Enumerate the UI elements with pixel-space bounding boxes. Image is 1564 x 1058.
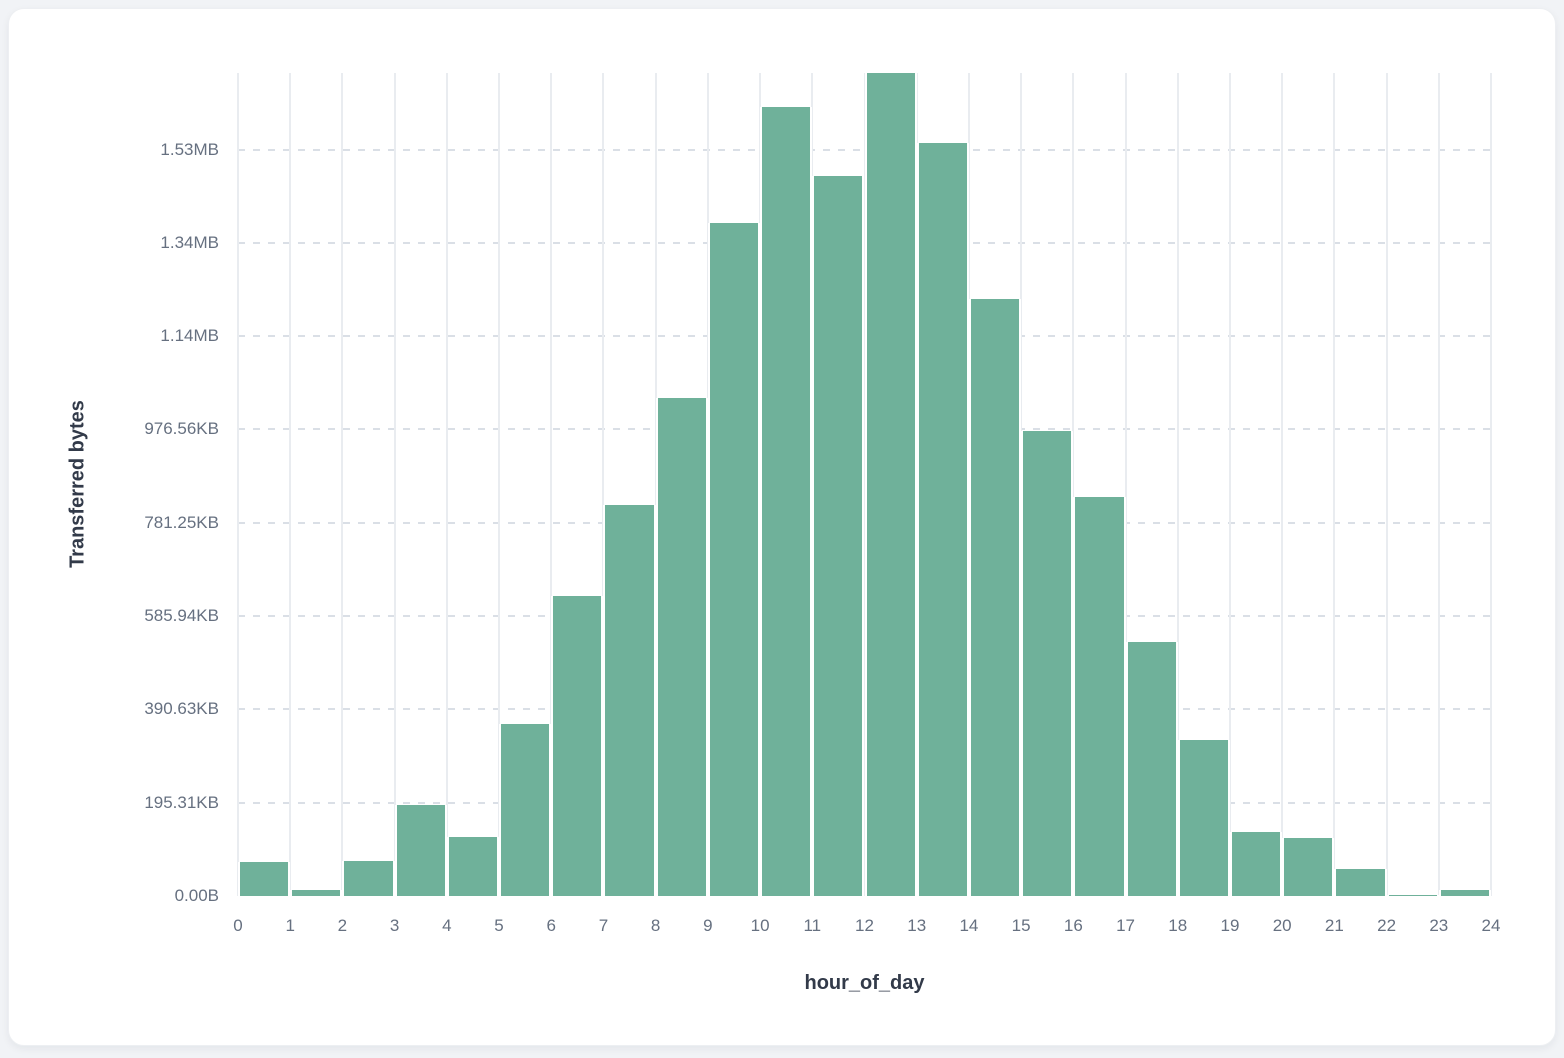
x-tick-label: 24	[1481, 916, 1501, 935]
y-tick-label: 781.25KB	[144, 512, 219, 532]
x-tick-label: 3	[389, 916, 400, 935]
x-tick-label: 9	[703, 916, 713, 935]
x-tick-label: 17	[1116, 916, 1135, 935]
x-tick-label: 5	[494, 916, 504, 935]
bar-hour-0[interactable]	[238, 862, 291, 896]
v-gridline	[1333, 73, 1336, 896]
v-gridline	[550, 73, 553, 896]
v-gridline	[393, 73, 396, 896]
bar-hour-2[interactable]	[342, 860, 395, 896]
y-tick-label: 195.31KB	[144, 792, 219, 812]
x-tick-label: 19	[1220, 916, 1240, 935]
v-gridline	[445, 73, 448, 896]
bar-hour-3[interactable]	[394, 805, 447, 896]
bar-hour-22[interactable]	[1386, 894, 1439, 896]
chart-card: Transferred bytes hour_of_day 0.00B 195.3…	[8, 8, 1556, 1046]
x-tick-label: 18	[1168, 916, 1188, 935]
v-gridline	[1176, 73, 1179, 896]
bar-hour-5[interactable]	[499, 723, 552, 896]
y-tick-label: 1.14MB	[160, 326, 219, 346]
x-tick-label: 8	[650, 916, 661, 935]
v-gridline	[1437, 73, 1440, 896]
bar-hour-14[interactable]	[968, 298, 1022, 896]
v-gridline	[1385, 73, 1388, 896]
x-tick-label: 16	[1063, 916, 1083, 935]
x-tick-label: 10	[750, 916, 770, 935]
v-gridline	[1124, 73, 1127, 896]
bar-hour-16[interactable]	[1073, 496, 1126, 896]
x-tick-label: 22	[1377, 916, 1397, 935]
plot-area	[237, 73, 1492, 896]
v-gridline	[289, 73, 292, 896]
x-tick-label: 6	[546, 916, 556, 935]
x-tick-label: 14	[959, 916, 979, 935]
v-gridline	[498, 73, 501, 896]
x-tick-label: 11	[803, 916, 822, 935]
x-tick-label: 23	[1429, 916, 1449, 935]
y-tick-label: 1.53MB	[160, 139, 219, 159]
x-tick-label: 1	[285, 916, 295, 935]
bar-hour-18[interactable]	[1177, 740, 1230, 896]
bar-hour-12[interactable]	[864, 73, 917, 896]
bar-hour-6[interactable]	[551, 596, 604, 896]
bar-hour-20[interactable]	[1282, 838, 1335, 896]
x-tick-label: 13	[907, 916, 927, 935]
bar-hour-23[interactable]	[1438, 889, 1491, 896]
bar-hour-11[interactable]	[812, 175, 865, 896]
bar-hour-15[interactable]	[1021, 430, 1074, 896]
y-tick-label: 0.00B	[174, 886, 219, 905]
v-gridline	[1490, 73, 1492, 896]
bar-hour-7[interactable]	[603, 505, 656, 896]
y-tick-label: 390.63KB	[144, 699, 219, 719]
x-tick-label: 7	[598, 916, 609, 935]
v-gridline	[602, 73, 605, 896]
bar-hour-19[interactable]	[1229, 831, 1283, 896]
bar-hour-9[interactable]	[707, 222, 761, 896]
v-gridline	[237, 73, 239, 896]
y-tick-label: 1.34MB	[160, 232, 219, 252]
bar-hour-13[interactable]	[916, 142, 969, 896]
x-tick-label: 20	[1272, 916, 1292, 935]
x-tick-label: 15	[1011, 916, 1031, 935]
x-tick-label: 4	[442, 916, 452, 935]
v-gridline	[1228, 73, 1231, 896]
y-tick-label: 585.94KB	[144, 606, 219, 626]
x-tick-label: 0	[233, 916, 243, 935]
v-gridline	[1281, 73, 1284, 896]
bar-hour-21[interactable]	[1334, 869, 1387, 896]
bar-hour-1[interactable]	[290, 889, 343, 896]
x-tick-label: 12	[855, 916, 874, 935]
v-gridline	[341, 73, 344, 896]
x-axis-title: hour_of_day	[804, 972, 925, 994]
x-tick-label: 2	[337, 916, 348, 935]
v-gridline	[1072, 73, 1075, 896]
x-tick-label: 21	[1324, 916, 1344, 935]
bar-hour-8[interactable]	[655, 397, 708, 896]
bar-hour-10[interactable]	[760, 106, 813, 896]
bar-hour-4[interactable]	[446, 837, 500, 896]
y-tick-label: 976.56KB	[144, 419, 219, 439]
bar-hour-17[interactable]	[1125, 642, 1178, 896]
